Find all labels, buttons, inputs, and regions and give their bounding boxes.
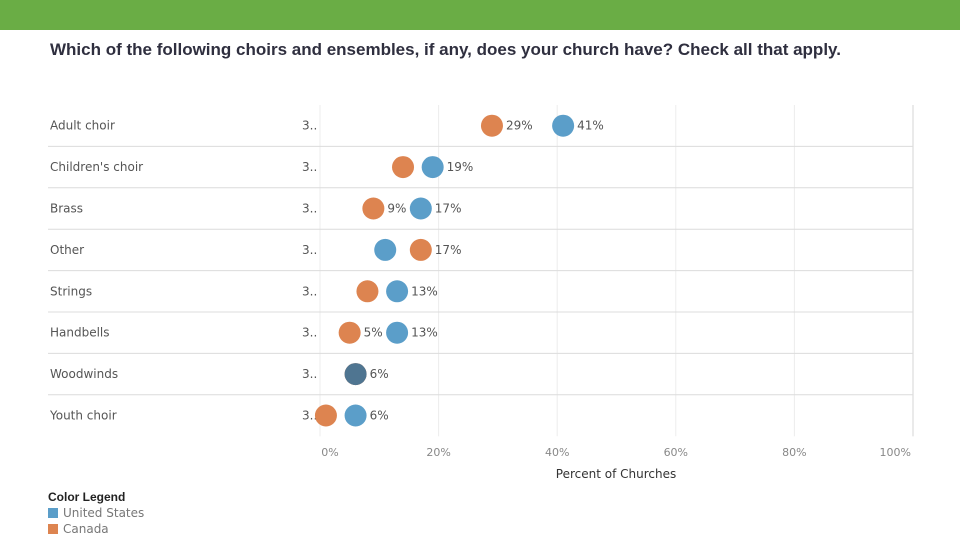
- count-label: 3..: [302, 284, 317, 298]
- count-label: 3..: [302, 119, 317, 133]
- united-states-value-label: 13%: [411, 326, 438, 340]
- category-label: Youth choir: [49, 409, 117, 423]
- canada-dot: [480, 114, 503, 137]
- top-accent-bar: [0, 0, 960, 30]
- x-axis-title: Percent of Churches: [556, 467, 676, 481]
- united-states-dot: [409, 197, 432, 220]
- x-tick-label: 0%: [321, 446, 338, 459]
- x-tick-label: 40%: [545, 446, 569, 459]
- category-label: Other: [50, 243, 84, 257]
- canada-dot: [362, 197, 385, 220]
- count-label: 3..: [302, 326, 317, 340]
- legend-swatch-united-states: [48, 508, 58, 518]
- legend-item-canada[interactable]: Canada: [48, 521, 144, 537]
- united-states-dot: [421, 156, 444, 179]
- united-states-dot: [374, 238, 397, 261]
- united-states-value-label: 13%: [411, 284, 438, 298]
- category-label: Handbells: [50, 326, 110, 340]
- x-tick-label: 100%: [880, 446, 911, 459]
- legend-title: Color Legend: [48, 490, 126, 504]
- legend-swatch-canada: [48, 524, 58, 534]
- canada-dot: [392, 156, 415, 179]
- category-label: Woodwinds: [50, 367, 118, 381]
- category-label: Children's choir: [50, 160, 143, 174]
- united-states-dot: [344, 363, 367, 386]
- united-states-value-label: 6%: [370, 409, 389, 423]
- color-legend: Color Legend United States Canada: [48, 490, 144, 537]
- category-label: Adult choir: [50, 119, 115, 133]
- count-label: 3..: [302, 243, 317, 257]
- category-label: Strings: [50, 284, 92, 298]
- legend-label-united-states: United States: [63, 506, 145, 520]
- canada-dot: [314, 404, 337, 427]
- category-label: Brass: [50, 202, 83, 216]
- x-tick-label: 20%: [426, 446, 450, 459]
- canada-value-label: 5%: [364, 326, 383, 340]
- canada-value-label: 29%: [506, 119, 533, 133]
- united-states-dot: [386, 280, 409, 303]
- count-label: 3..: [302, 202, 317, 216]
- united-states-dot: [386, 321, 409, 344]
- x-tick-label: 80%: [782, 446, 806, 459]
- chart-title: Which of the following choirs and ensemb…: [50, 40, 841, 59]
- united-states-value-label: 6%: [370, 367, 389, 381]
- canada-dot: [338, 321, 361, 344]
- count-label: 3..: [302, 367, 317, 381]
- united-states-dot: [552, 114, 575, 137]
- canada-value-label: 17%: [435, 243, 462, 257]
- canada-dot: [409, 238, 432, 261]
- count-label: 3..: [302, 409, 317, 423]
- united-states-value-label: 17%: [435, 202, 462, 216]
- united-states-value-label: 41%: [577, 119, 604, 133]
- united-states-value-label: 19%: [447, 160, 474, 174]
- count-label: 3..: [302, 160, 317, 174]
- canada-dot: [356, 280, 379, 303]
- legend-item-united-states[interactable]: United States: [48, 505, 144, 521]
- canada-value-label: 9%: [387, 202, 406, 216]
- x-tick-label: 60%: [664, 446, 688, 459]
- legend-label-canada: Canada: [63, 522, 109, 536]
- united-states-dot: [344, 404, 367, 427]
